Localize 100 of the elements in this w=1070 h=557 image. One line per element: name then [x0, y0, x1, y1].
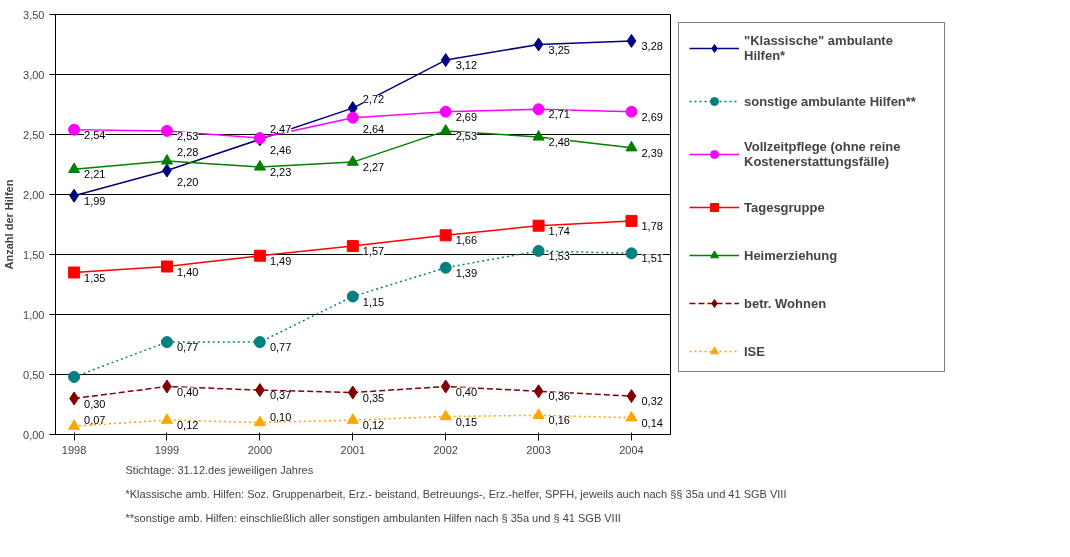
point	[626, 389, 637, 404]
point	[68, 266, 81, 279]
data-label: 1,57	[362, 245, 385, 258]
point	[160, 260, 173, 273]
y-tick-label: 3,00	[23, 68, 45, 81]
data-label: 0,07	[84, 414, 106, 427]
legend-label: Heimerziehung	[744, 247, 839, 263]
legend-label: betr. Wohnen	[744, 295, 828, 311]
data-label: 1,35	[84, 271, 106, 284]
point	[160, 413, 173, 424]
x-tick-label: 2001	[340, 443, 366, 456]
point	[253, 415, 266, 427]
data-label: 2,64	[362, 122, 385, 135]
x-tick-label: 1998	[61, 443, 87, 456]
text: *Klassische amb. Hilfen: Soz. Gruppenarbeit, Erz.- beistand, Betreuungs-, Erz.-helfer, SPFH, jeweils auch nach §§ 35a und 41 SGB VIII	[125, 487, 787, 500]
data-label: 2,72	[362, 93, 385, 106]
point	[532, 408, 545, 419]
data-label: 0,14	[641, 416, 663, 429]
point	[532, 244, 545, 257]
point	[626, 33, 637, 48]
point	[346, 155, 359, 166]
data-label: 2,69	[641, 110, 663, 123]
data-label: 0,40	[176, 385, 199, 398]
data-label: 1,39	[455, 266, 478, 279]
data-label: 2,46	[269, 144, 292, 157]
x-tick-label: 2004	[619, 443, 644, 456]
data-label: 2,47	[269, 123, 292, 136]
data-label: 1,40	[176, 265, 199, 278]
data-label: 0,16	[548, 414, 570, 427]
data-label: 0,40	[455, 385, 478, 398]
y-tick-label: 1,00	[23, 308, 45, 321]
legend-label: Tagesgruppe	[744, 199, 826, 215]
data-label: 0,15	[455, 415, 478, 428]
point	[532, 219, 545, 232]
data-label: 1,66	[455, 234, 478, 247]
point	[625, 410, 638, 422]
data-label: 1,74	[548, 224, 570, 237]
point	[533, 384, 544, 399]
data-label: 1,49	[269, 254, 292, 267]
data-label: 2,69	[455, 110, 478, 123]
data-label: 2,21	[84, 168, 106, 181]
data-label: 1,78	[641, 219, 663, 232]
data-label: 2,20	[176, 175, 199, 188]
point	[440, 53, 451, 68]
data-label: 0,35	[362, 391, 385, 404]
legend-label: Vollzeitpflege (ohne reine Kostenerstattungsfälle)	[744, 139, 902, 169]
y-tick-label: 2,00	[23, 188, 45, 201]
point	[625, 105, 638, 118]
point	[347, 385, 358, 400]
data-label: 0,12	[362, 419, 385, 432]
point	[68, 162, 81, 173]
point	[160, 124, 173, 137]
data-label: 1,51	[641, 252, 663, 265]
point	[68, 419, 81, 430]
point	[253, 249, 266, 262]
text: Stichtage: 31.12.des jeweiligen Jahres	[125, 463, 314, 476]
data-label: 3,12	[455, 59, 478, 72]
point	[440, 379, 451, 394]
point	[346, 290, 359, 303]
data-label: 1,99	[84, 194, 106, 207]
data-label: 2,39	[641, 146, 663, 159]
data-label: 0,30	[84, 397, 106, 410]
data-label: 2,71	[548, 108, 570, 121]
point	[625, 214, 638, 227]
legend-label: "Klassische" ambulante Hilfen*	[744, 33, 894, 63]
data-label: 3,28	[641, 39, 663, 52]
data-label: 2,48	[548, 135, 570, 148]
point	[68, 123, 81, 136]
data-label: 2,23	[269, 165, 292, 178]
data-label: 0,37	[269, 389, 292, 402]
point	[346, 111, 359, 124]
text: **sonstige amb. Hilfen: einschließlich aller sonstigen ambulanten Hilfen nach § 35a und § 41 SGB VIII	[125, 511, 621, 524]
legend-label: sonstige ambulante Hilfen**	[744, 93, 917, 109]
data-label: 2,53	[455, 129, 478, 142]
data-label: 0,12	[176, 419, 199, 432]
x-tick-label: 2000	[247, 443, 273, 456]
point	[346, 413, 359, 424]
data-label: 2,27	[362, 161, 385, 174]
point	[532, 130, 545, 141]
legend-label: ISE	[744, 343, 766, 359]
y-tick-label: 1,50	[23, 248, 45, 261]
data-label: 1,53	[548, 249, 570, 262]
point	[439, 105, 452, 118]
data-label: 0,77	[176, 341, 199, 354]
x-tick-label: 1999	[154, 443, 180, 456]
point	[625, 140, 638, 152]
point	[533, 37, 544, 52]
data-label: 0,36	[548, 390, 570, 403]
data-label: 2,28	[176, 145, 199, 158]
point	[160, 336, 173, 349]
x-tick-label: 2003	[526, 443, 551, 456]
y-tick-label: 2,50	[23, 128, 45, 141]
point	[160, 154, 173, 165]
point	[625, 247, 638, 260]
x-tick-label: 2002	[433, 443, 458, 456]
data-label: 1,15	[362, 295, 385, 308]
point	[439, 124, 452, 135]
point	[253, 160, 266, 171]
data-label: 3,25	[548, 43, 570, 56]
point	[439, 229, 452, 242]
